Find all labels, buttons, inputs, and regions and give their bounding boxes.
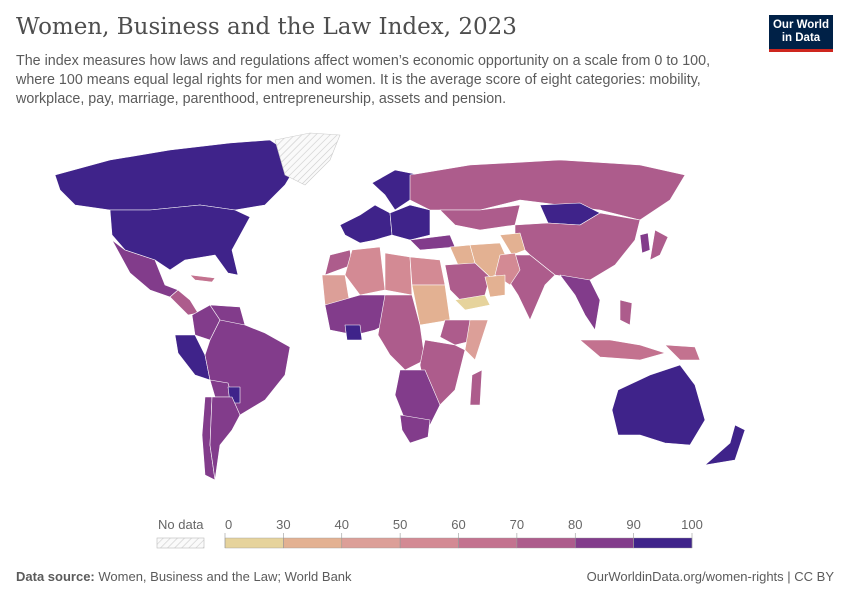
country-indonesia[interactable] [579, 339, 666, 361]
country-korea[interactable] [639, 232, 651, 254]
country-japan[interactable] [649, 229, 669, 261]
source-label: Data source: [16, 569, 95, 584]
legend-tick-label: 100 [681, 517, 703, 532]
country-cote-d-ivoire[interactable] [344, 324, 363, 341]
country-libya[interactable] [384, 252, 413, 296]
legend-bin-40-50[interactable] [341, 537, 401, 549]
country-southern-africa[interactable] [394, 369, 441, 426]
legend-no-data-label: No data [158, 517, 204, 532]
country-russia[interactable] [409, 159, 686, 221]
legend-tick-label: 30 [276, 517, 290, 532]
legend-bin-60-70[interactable] [458, 537, 518, 549]
legend-tick-label: 40 [335, 517, 349, 532]
country-china[interactable] [514, 212, 641, 281]
legend-tick-label: 80 [568, 517, 582, 532]
country-afghanistan[interactable] [499, 232, 526, 256]
country-southeast-asia[interactable] [559, 274, 601, 331]
legend-bin-80-90[interactable] [575, 537, 634, 549]
country-central-america[interactable] [169, 289, 199, 316]
legend-bin-0-30[interactable] [224, 537, 284, 549]
country-ethiopia[interactable] [439, 319, 476, 346]
legend-bin-30-40[interactable] [283, 537, 342, 549]
country-papua-new-guinea[interactable] [664, 344, 701, 361]
legend-bin-70-80[interactable] [516, 537, 576, 549]
chart-title: Women, Business and the Law Index, 2023 [16, 14, 517, 40]
legend-tick-label: 60 [451, 517, 465, 532]
country-algeria[interactable] [344, 246, 386, 296]
country-argentina[interactable] [209, 396, 241, 481]
legend-tick-label: 50 [393, 517, 407, 532]
legend-tick-label: 90 [626, 517, 640, 532]
country-greenland[interactable] [274, 132, 341, 186]
country-south-africa[interactable] [399, 414, 431, 444]
chart-subtitle: The index measures how laws and regulati… [16, 53, 711, 107]
country-egypt[interactable] [409, 256, 446, 286]
country-madagascar[interactable] [469, 369, 483, 406]
data-source: Data source: Women, Business and the Law… [16, 569, 352, 584]
country-cuba[interactable] [189, 274, 216, 283]
world-map [54, 132, 746, 481]
owid-logo[interactable]: Our World in Data [769, 15, 833, 52]
country-eastern-europe[interactable] [389, 204, 431, 241]
country-australia[interactable] [611, 364, 706, 446]
country-new-zealand[interactable] [704, 424, 746, 466]
legend-tick-label: 0 [225, 517, 232, 532]
legend-tick-label: 70 [510, 517, 524, 532]
map-legend: No data 0 30 40 50 60 70 80 90 100 [156, 517, 703, 549]
legend-bin-50-60[interactable] [399, 537, 459, 549]
legend-no-data-swatch [156, 537, 205, 549]
country-central-africa[interactable] [377, 294, 426, 371]
country-western-europe[interactable] [339, 204, 393, 244]
country-somalia[interactable] [464, 319, 489, 361]
country-peru[interactable] [174, 334, 211, 381]
source-text: Women, Business and the Law; World Bank [98, 569, 352, 584]
country-philippines[interactable] [619, 299, 633, 326]
country-yemen[interactable] [454, 294, 491, 311]
legend-bin-90-100[interactable] [633, 537, 693, 549]
country-canada[interactable] [54, 139, 301, 211]
country-gulf-states[interactable] [484, 274, 506, 298]
owid-link[interactable]: OurWorldinData.org/women-rights | CC BY [586, 569, 834, 584]
